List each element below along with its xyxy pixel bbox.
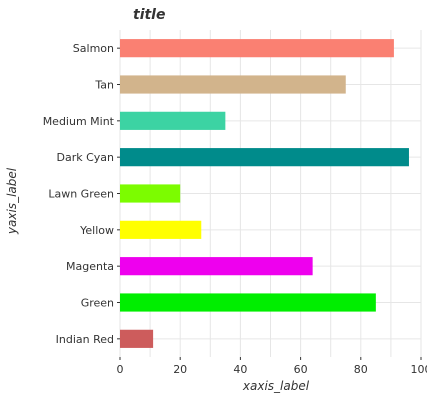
y-tick-label: Yellow xyxy=(79,224,114,237)
chart-title: title xyxy=(133,7,165,23)
bar-tan xyxy=(120,75,346,94)
y-tick-label: Indian Red xyxy=(56,333,114,346)
bar-green xyxy=(120,293,376,312)
y-tick-label: Green xyxy=(81,297,114,310)
y-tick-label: Lawn Green xyxy=(48,188,114,201)
x-tick-label: 40 xyxy=(233,363,247,376)
bar-lawn-green xyxy=(120,184,181,203)
y-tick-label: Magenta xyxy=(66,260,114,273)
bar-yellow xyxy=(120,220,202,239)
x-axis-tick-labels: 0 20 40 60 80 100 xyxy=(117,357,427,376)
bar-dark-cyan xyxy=(120,148,409,167)
x-tick-label: 0 xyxy=(117,363,124,376)
y-tick-label: Dark Cyan xyxy=(56,151,114,164)
y-tick-label: Tan xyxy=(94,79,114,92)
bar-salmon xyxy=(120,39,394,58)
y-tick-label: Medium Mint xyxy=(43,115,115,128)
x-tick-label: 100 xyxy=(411,363,427,376)
x-tick-label: 80 xyxy=(354,363,368,376)
bar-indian-red xyxy=(120,329,154,348)
x-tick-label: 60 xyxy=(294,363,308,376)
bars xyxy=(120,39,409,348)
bar-medium-mint xyxy=(120,111,226,130)
y-tick-label: Salmon xyxy=(73,42,114,55)
bar-magenta xyxy=(120,257,313,276)
x-tick-label: 20 xyxy=(173,363,187,376)
y-axis-tick-labels: Indian Red Green Magenta Yellow Lawn Green Da… xyxy=(43,42,120,346)
y-axis-label: yaxis_label xyxy=(5,167,19,235)
x-axis-label: xaxis_label xyxy=(242,379,310,393)
